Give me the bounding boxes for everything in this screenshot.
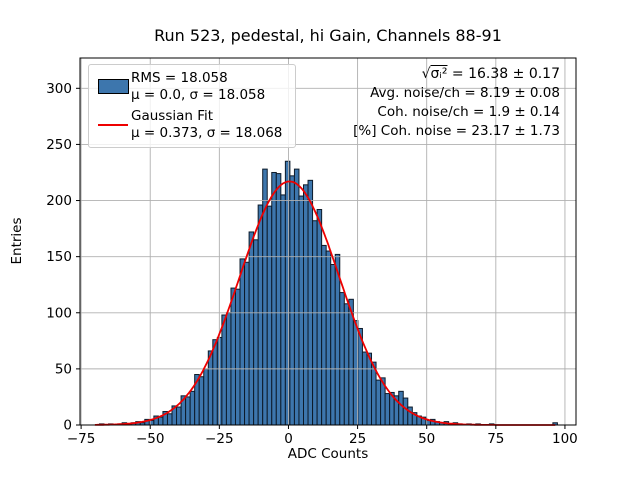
histogram-bar xyxy=(343,303,350,426)
histogram-bar xyxy=(357,327,363,426)
legend-hist-line2: μ = 0.0, σ = 18.058 xyxy=(131,86,266,103)
histogram-bar xyxy=(330,264,336,426)
histogram-bar xyxy=(244,261,250,426)
histogram-bar xyxy=(366,352,373,426)
x-tick-label: 100 xyxy=(552,431,578,447)
histogram-bar xyxy=(298,195,305,426)
histogram-bar xyxy=(230,287,236,426)
x-tick-label: 50 xyxy=(418,431,435,447)
histogram-bar xyxy=(402,397,409,426)
histogram-bar xyxy=(253,239,259,426)
x-tick-label: 0 xyxy=(284,431,293,447)
x-tick-label: 25 xyxy=(349,431,366,447)
histogram-bar xyxy=(371,361,377,426)
legend-item-histogram: RMS = 18.058 μ = 0.0, σ = 18.058 xyxy=(95,70,287,103)
stats-coh-noise: Coh. noise/ch = 1.9 ± 0.14 xyxy=(377,104,560,120)
tick-labels: −75 −50 −25 0 25 50 75 100 0 50 100 150 200 250 300 xyxy=(46,81,578,447)
histogram-bar xyxy=(221,314,227,426)
x-tick-label: 75 xyxy=(487,431,504,447)
x-tick-label: −50 xyxy=(136,431,165,447)
legend-hist-line1: RMS = 18.058 xyxy=(131,70,228,86)
y-tick-label: 0 xyxy=(63,418,72,434)
histogram-bar xyxy=(289,175,295,426)
histogram-bar xyxy=(271,171,277,426)
histogram-bar xyxy=(257,204,264,426)
legend: RMS = 18.058 μ = 0.0, σ = 18.058 Gaussia… xyxy=(88,64,296,148)
histogram-bar xyxy=(189,390,196,426)
y-tick-label: 200 xyxy=(46,193,72,209)
histogram-bar xyxy=(212,339,218,426)
noise-stats-annotation: √σᵢ² = 16.38 ± 0.17 Avg. noise/ch = 8.19… xyxy=(353,65,560,141)
legend-item-gaussian-fit: Gaussian Fit μ = 0.373, σ = 18.068 xyxy=(95,108,287,141)
sqrt-radicand: σᵢ² xyxy=(430,66,448,82)
sqrt-value: = 16.38 ± 0.17 xyxy=(447,66,560,82)
histogram-bar xyxy=(157,416,164,426)
histogram-bar xyxy=(325,250,332,426)
histogram-bar xyxy=(321,244,327,426)
chart-title: Run 523, pedestal, hi Gain, Channels 88-… xyxy=(154,26,502,45)
histogram-bar xyxy=(203,368,209,426)
y-tick-label: 50 xyxy=(55,361,72,377)
histogram-bar xyxy=(375,379,382,426)
y-axis-label: Entries xyxy=(9,217,25,265)
histogram-bar xyxy=(312,220,318,426)
histogram-bar xyxy=(316,209,323,426)
fit-line-swatch-icon xyxy=(98,123,128,126)
axes-frame xyxy=(76,57,577,429)
histogram-swatch-icon xyxy=(97,79,129,94)
histogram-bar xyxy=(185,396,191,426)
x-tick-label: −75 xyxy=(67,431,96,447)
y-tick-label: 100 xyxy=(46,305,72,321)
histogram-bar xyxy=(266,205,273,426)
stats-sigma-line: √σᵢ² = 16.38 ± 0.17 xyxy=(353,65,560,84)
histogram-bar xyxy=(303,184,309,426)
histogram-bars xyxy=(98,160,558,426)
histogram-bar xyxy=(275,173,282,426)
histogram-bar xyxy=(166,413,173,426)
histogram-bar xyxy=(176,406,182,426)
sqrt-sign: √ xyxy=(421,66,431,82)
histogram-bar xyxy=(198,376,205,426)
histogram-bar xyxy=(239,258,246,426)
histogram-bar xyxy=(207,350,214,426)
histogram-bar xyxy=(361,351,368,426)
histogram-bar xyxy=(307,179,314,426)
histogram-bar xyxy=(293,168,300,426)
histogram-bar xyxy=(398,390,404,426)
histogram-bar xyxy=(384,393,391,426)
x-axis-label: ADC Counts xyxy=(287,446,369,462)
y-tick-label: 250 xyxy=(46,137,72,153)
histogram-bar xyxy=(280,194,286,426)
x-tick-label: −25 xyxy=(205,431,234,447)
legend-fit-line2: μ = 0.373, σ = 18.068 xyxy=(131,124,283,141)
legend-fit-line1: Gaussian Fit xyxy=(131,108,214,124)
histogram-bar xyxy=(334,253,341,426)
histogram-bar xyxy=(234,288,241,426)
stats-coh-noise-pct: [%] Coh. noise = 23.17 ± 1.73 xyxy=(353,123,560,139)
y-tick-label: 150 xyxy=(46,249,72,265)
histogram-bar xyxy=(248,231,255,426)
stats-avg-noise: Avg. noise/ch = 8.19 ± 0.08 xyxy=(370,85,560,101)
y-tick-label: 300 xyxy=(46,81,72,97)
